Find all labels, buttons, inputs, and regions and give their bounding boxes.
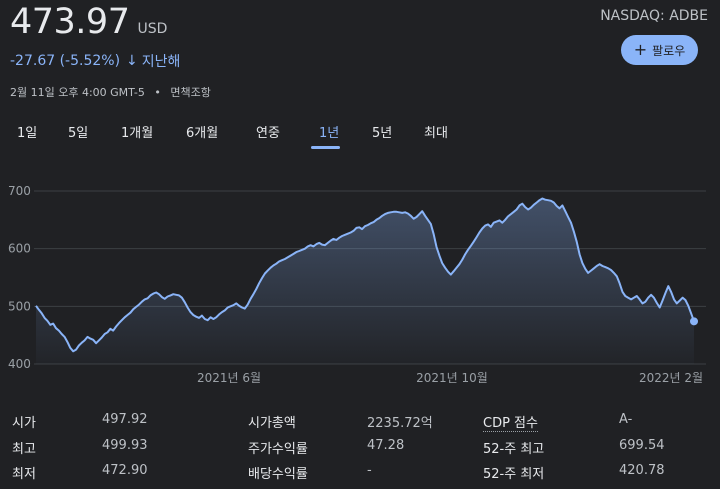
tab-1d[interactable]: 1일 xyxy=(17,126,38,141)
stat-label-market-cap: 시가총액 xyxy=(248,416,296,431)
stat-value-52w-low: 420.78 xyxy=(619,463,665,478)
change-period: 지난해 xyxy=(141,54,181,70)
price-header: 473.97 USD xyxy=(10,2,167,42)
stat-value-52w-high: 699.54 xyxy=(619,438,665,453)
tab-1y[interactable]: 1년 xyxy=(319,126,340,141)
tab-ytd[interactable]: 연중 xyxy=(256,126,280,141)
ticker-symbol: NASDAQ: ADBE xyxy=(600,8,708,24)
stat-value-market-cap: 2235.72억 xyxy=(367,416,433,431)
stat-value-pe-ratio: 47.28 xyxy=(367,438,405,453)
tab-5d[interactable]: 5일 xyxy=(68,126,89,141)
stat-value-low: 472.90 xyxy=(102,463,148,478)
y-tick-label: 700 xyxy=(8,184,31,198)
tab-max[interactable]: 최대 xyxy=(424,126,448,141)
y-tick-label: 400 xyxy=(8,357,31,371)
separator-dot: • xyxy=(154,86,161,99)
x-tick-label: 2021년 6월 xyxy=(197,371,261,385)
y-tick-label: 500 xyxy=(8,299,31,313)
stat-label-high: 최고 xyxy=(12,442,36,457)
last-price-marker xyxy=(690,317,698,326)
follow-button[interactable]: + 팔로우 xyxy=(621,35,698,65)
timestamp-row: 2월 11일 오후 4:00 GMT-5 • 면책조항 xyxy=(10,84,211,100)
disclaimer-link[interactable]: 면책조항 xyxy=(170,86,211,99)
stat-value-open: 497.92 xyxy=(102,412,148,427)
stat-label-52w-low: 52-주 최저 xyxy=(483,467,545,482)
price-line xyxy=(35,197,695,353)
price-area-fill xyxy=(36,198,694,364)
plus-icon: + xyxy=(633,40,648,59)
stat-value-high: 499.93 xyxy=(102,438,148,453)
y-tick-label: 600 xyxy=(8,242,31,256)
stat-value-dividend-yield: - xyxy=(367,463,372,478)
tab-1m[interactable]: 1개월 xyxy=(121,126,154,141)
x-tick-label: 2021년 10월 xyxy=(416,371,488,385)
tab-5y[interactable]: 5년 xyxy=(372,126,393,141)
stat-label-52w-high: 52-주 최고 xyxy=(483,442,545,457)
active-tab-indicator xyxy=(311,146,340,149)
follow-button-label: 팔로우 xyxy=(652,43,686,58)
price-change: -27.67 (-5.52%) ↓ 지난해 xyxy=(10,51,180,71)
stat-label-pe-ratio: 주가수익률 xyxy=(248,442,308,457)
x-tick-label: 2022년 2월 xyxy=(639,371,703,385)
price-chart[interactable]: 400 500 600 700 2021년 6월 2021년 10월 2022년 2월 xyxy=(0,170,720,390)
current-price: 473.97 xyxy=(10,2,130,42)
stat-label-open: 시가 xyxy=(12,416,36,431)
change-value: -27.67 (-5.52%) xyxy=(10,53,121,69)
tab-6m[interactable]: 6개월 xyxy=(186,126,219,141)
stat-label-low: 최저 xyxy=(12,467,36,482)
arrow-down-icon: ↓ xyxy=(126,53,138,69)
currency-label: USD xyxy=(137,21,168,37)
stat-value-cdp-score: A- xyxy=(619,412,633,427)
stat-label-cdp-score[interactable]: CDP 점수 xyxy=(483,412,538,432)
quote-timestamp: 2월 11일 오후 4:00 GMT-5 xyxy=(10,86,145,99)
stat-label-dividend-yield: 배당수익률 xyxy=(248,467,308,482)
